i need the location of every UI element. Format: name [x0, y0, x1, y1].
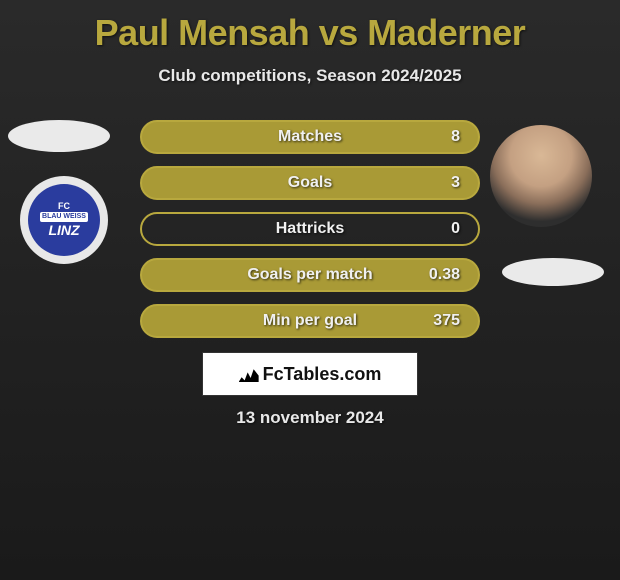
left-player-oval [8, 120, 110, 152]
stat-label: Matches [278, 128, 342, 146]
club-logo-inner: FC BLAU WEISS LINZ [28, 184, 100, 256]
page-title: Paul Mensah vs Maderner [0, 0, 620, 54]
stat-value: 375 [433, 312, 460, 330]
subtitle: Club competitions, Season 2024/2025 [0, 66, 620, 86]
stat-label: Min per goal [263, 312, 357, 330]
stat-row-matches: Matches 8 [140, 120, 480, 154]
brand-box[interactable]: FcTables.com [202, 352, 418, 396]
stat-value: 0.38 [429, 266, 460, 284]
right-player-oval [502, 258, 604, 286]
stat-row-hattricks: Hattricks 0 [140, 212, 480, 246]
stat-row-goals-per-match: Goals per match 0.38 [140, 258, 480, 292]
stat-row-min-per-goal: Min per goal 375 [140, 304, 480, 338]
date-text: 13 november 2024 [0, 408, 620, 428]
club-logo-line3: LINZ [48, 223, 79, 238]
stat-value: 0 [451, 220, 460, 238]
stat-value: 3 [451, 174, 460, 192]
club-logo-line1: FC [58, 202, 70, 212]
stat-label: Hattricks [276, 220, 344, 238]
stat-value: 8 [451, 128, 460, 146]
club-logo: FC BLAU WEISS LINZ [20, 176, 108, 264]
brand-chart-icon [239, 366, 259, 382]
stat-label: Goals [288, 174, 332, 192]
stat-label: Goals per match [247, 266, 372, 284]
brand-text: FcTables.com [263, 364, 382, 385]
stat-row-goals: Goals 3 [140, 166, 480, 200]
club-logo-line2: BLAU WEISS [40, 212, 88, 222]
player-photo [490, 125, 592, 227]
stats-container: Matches 8 Goals 3 Hattricks 0 Goals per … [140, 120, 480, 350]
